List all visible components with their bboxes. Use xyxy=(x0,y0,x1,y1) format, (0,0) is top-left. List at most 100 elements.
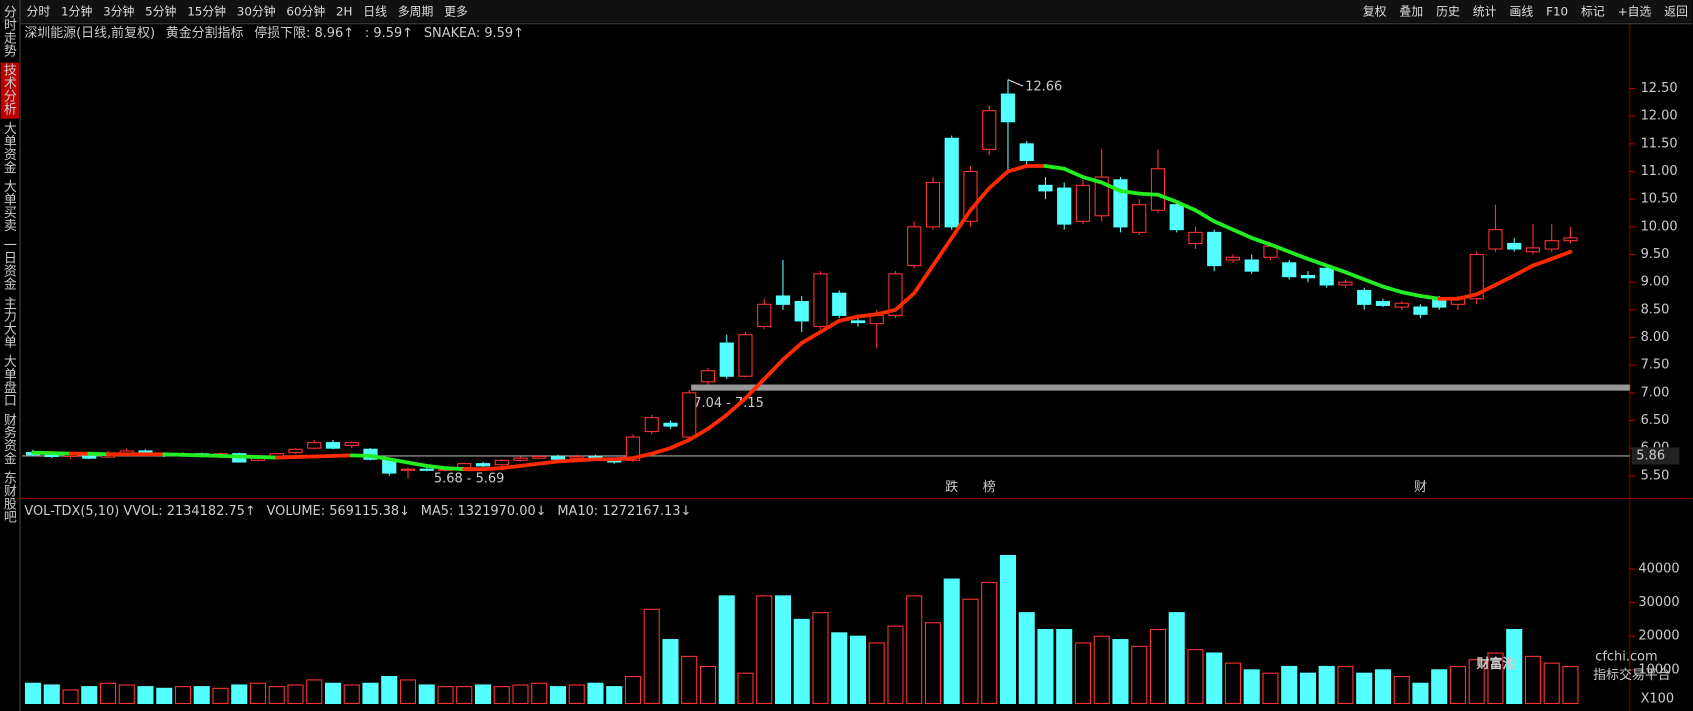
candle-body xyxy=(288,448,303,454)
toolbar-button[interactable]: 复权 xyxy=(1363,4,1387,18)
toolbar-tab[interactable]: 15分钟 xyxy=(187,4,226,18)
toolbar-tab[interactable]: 30分钟 xyxy=(237,4,276,18)
trend-segment xyxy=(1193,208,1217,224)
toolbar-button[interactable]: 统计 xyxy=(1473,4,1497,18)
trend-segment xyxy=(799,330,823,345)
trend-segment xyxy=(181,452,204,458)
toolbar-button[interactable]: 标记 xyxy=(1581,4,1605,18)
sidebar-tab[interactable]: 力 xyxy=(4,310,17,325)
volume-bar xyxy=(1281,665,1298,704)
trend-segment xyxy=(874,307,898,317)
sidebar-tab[interactable]: 单 xyxy=(4,135,17,150)
event-marker[interactable]: 财 xyxy=(1414,480,1427,495)
candle-body xyxy=(1394,302,1409,308)
sidebar-tab[interactable]: 术 xyxy=(4,77,17,92)
candle-body xyxy=(850,320,866,324)
toolbar-tab[interactable]: 3分钟 xyxy=(103,4,134,18)
sidebar-tab[interactable]: 吧 xyxy=(4,510,17,525)
candle-body xyxy=(1150,168,1166,211)
y-tick-label: 40000 xyxy=(1638,561,1679,576)
sidebar-tab[interactable]: 东 xyxy=(4,472,17,487)
toolbar-tab[interactable]: 分时 xyxy=(27,4,51,18)
toolbar-tab[interactable]: 1分钟 xyxy=(61,4,92,18)
sidebar-tab[interactable]: 盘 xyxy=(4,380,17,396)
toolbar-tab[interactable]: 更多 xyxy=(444,4,468,18)
toolbar-tab[interactable]: 5分钟 xyxy=(145,4,176,18)
toolbar-button[interactable]: 返回 xyxy=(1664,4,1688,18)
sidebar-tab[interactable]: 势 xyxy=(4,43,17,59)
price-band xyxy=(691,384,1630,391)
volume-bar xyxy=(231,684,248,704)
toolbar-button[interactable]: 历史 xyxy=(1436,4,1460,18)
toolbar-tab[interactable]: 日线 xyxy=(363,4,387,18)
sidebar-tab[interactable]: 主 xyxy=(4,297,17,312)
sidebar-tab[interactable]: 资 xyxy=(4,439,17,454)
candle-body xyxy=(1525,247,1541,253)
y-tick-label: 10.50 xyxy=(1641,192,1678,207)
trend-segment xyxy=(1212,219,1235,232)
sidebar-tab[interactable]: 析 xyxy=(4,103,17,118)
candle-body xyxy=(475,463,491,467)
trend-segment xyxy=(499,463,523,470)
indicator-name: 黄金分割指标 xyxy=(166,25,244,41)
toolbar-button[interactable]: 叠加 xyxy=(1399,4,1423,18)
sidebar-tab[interactable]: 日 xyxy=(4,251,17,266)
sidebar-tab[interactable]: 分 xyxy=(4,90,17,105)
sidebar-tab[interactable]: 股 xyxy=(4,497,17,512)
trend-segment xyxy=(687,426,710,442)
y-tick-label: 7.50 xyxy=(1641,358,1670,373)
toolbar-tab[interactable]: 多周期 xyxy=(398,4,434,18)
volume-bar xyxy=(1543,662,1560,704)
toolbar-button[interactable]: +自选 xyxy=(1618,4,1652,18)
sidebar-tab[interactable]: 买 xyxy=(4,206,17,221)
sidebar-tab[interactable]: 资 xyxy=(4,264,17,279)
sidebar-tab[interactable]: 大 xyxy=(4,355,17,370)
trend-segment xyxy=(1456,292,1479,301)
sidebar-tab[interactable]: 走 xyxy=(4,31,17,46)
volume-bar xyxy=(906,595,923,704)
volume-bar xyxy=(193,686,210,704)
candle-body xyxy=(550,455,566,460)
sidebar-tab[interactable]: 分 xyxy=(4,5,17,20)
event-marker[interactable]: 跌 xyxy=(945,479,958,495)
sidebar-tab[interactable]: 金 xyxy=(4,276,17,292)
volume-bar xyxy=(1562,665,1579,704)
sidebar-tab[interactable]: 大 xyxy=(4,323,17,338)
volume-bar xyxy=(1393,676,1410,704)
y-tick-label: 10.00 xyxy=(1641,219,1678,234)
sidebar-tab[interactable]: 大 xyxy=(4,122,17,137)
y-tick-label: 10000 xyxy=(1638,662,1679,677)
legend-entry: : 9.59↑ xyxy=(365,26,413,41)
sidebar-tab[interactable]: 单 xyxy=(4,368,17,383)
event-marker[interactable]: 榜 xyxy=(983,479,996,495)
volume-bar xyxy=(156,687,173,704)
sidebar-tab[interactable]: 单 xyxy=(4,336,17,351)
sidebar-tab[interactable]: 大 xyxy=(4,180,17,195)
volume-bar xyxy=(681,655,698,704)
toolbar-button[interactable]: 画线 xyxy=(1509,4,1533,18)
volume-bar xyxy=(1299,672,1316,704)
toolbar-button[interactable]: F10 xyxy=(1546,4,1568,18)
toolbar-tab[interactable]: 60分钟 xyxy=(286,4,325,18)
volume-bar xyxy=(1356,672,1373,704)
y-tick-label: 11.50 xyxy=(1641,136,1678,151)
sidebar-tab[interactable]: 技 xyxy=(4,64,17,79)
sidebar-tab[interactable]: 金 xyxy=(4,160,17,176)
sidebar-tab[interactable]: 卖 xyxy=(4,219,17,234)
sidebar-tab[interactable]: 务 xyxy=(4,425,17,441)
sidebar-tab[interactable]: 财 xyxy=(4,484,17,499)
y-tick-label: 8.00 xyxy=(1641,330,1670,345)
volume-bar xyxy=(924,622,942,704)
trend-segment xyxy=(31,450,54,456)
toolbar-tab[interactable]: 2H xyxy=(336,4,352,18)
volume-bar xyxy=(1337,665,1354,704)
candle-body xyxy=(1375,301,1391,306)
sidebar-tab[interactable]: 口 xyxy=(4,394,17,409)
sidebar-tab[interactable]: 单 xyxy=(4,193,17,208)
sidebar-tab[interactable]: 一 xyxy=(4,238,17,253)
volume-bar xyxy=(99,682,117,704)
sidebar-tab[interactable]: 财 xyxy=(4,413,17,428)
sidebar-tab[interactable]: 金 xyxy=(4,451,17,467)
sidebar-tab[interactable]: 资 xyxy=(4,148,17,163)
sidebar-tab[interactable]: 时 xyxy=(4,18,17,33)
